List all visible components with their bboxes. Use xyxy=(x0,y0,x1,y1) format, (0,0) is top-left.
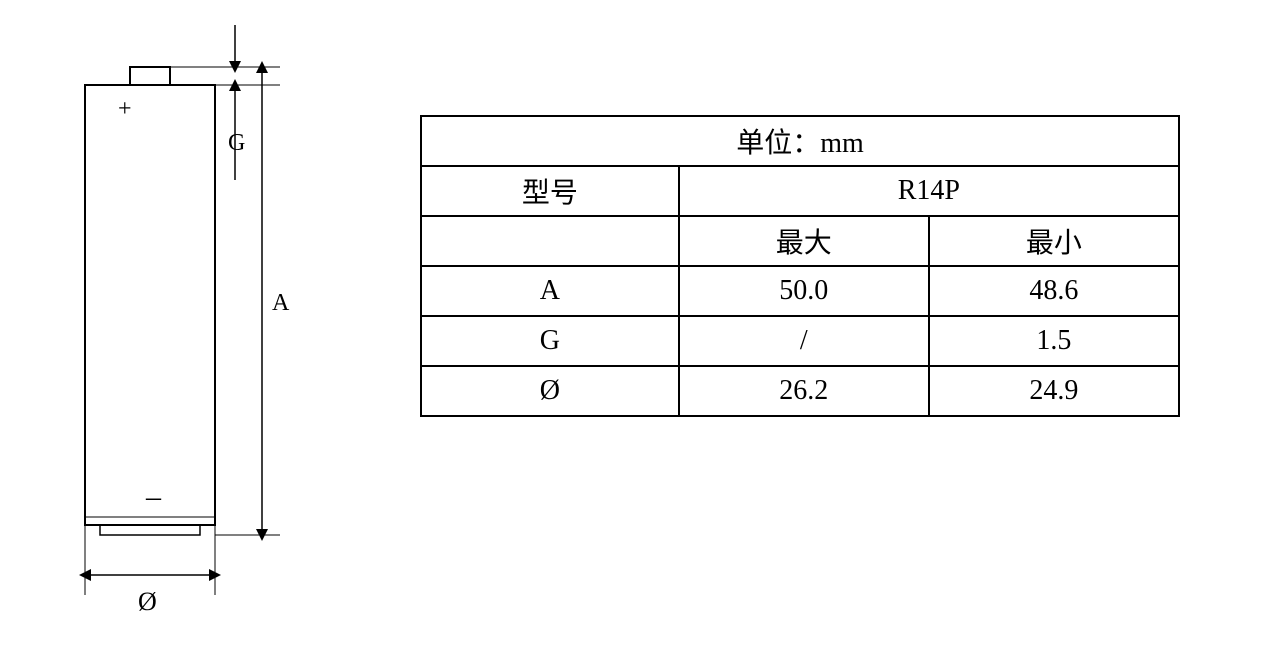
dim-diameter: Ø xyxy=(85,575,215,616)
diameter-label: Ø xyxy=(138,587,157,616)
max-cell: 26.2 xyxy=(679,366,929,416)
spec-table: 单位：mm 型号 R14P 最大 最小 A 50.0 48.6 G / 1.5 … xyxy=(420,115,1180,417)
battery-body xyxy=(85,85,215,525)
min-cell: 48.6 xyxy=(929,266,1179,316)
model-header: 型号 xyxy=(421,166,679,216)
min-cell: 1.5 xyxy=(929,316,1179,366)
battery-diagram: + – G A Ø xyxy=(30,10,350,630)
param-cell: A xyxy=(421,266,679,316)
a-label: A xyxy=(272,290,290,316)
table-row: Ø 26.2 24.9 xyxy=(421,366,1179,416)
param-cell: G xyxy=(421,316,679,366)
plus-label: + xyxy=(118,96,132,122)
dim-g: G xyxy=(228,25,245,180)
param-cell: Ø xyxy=(421,366,679,416)
max-header: 最大 xyxy=(679,216,929,266)
table-row: A 50.0 48.6 xyxy=(421,266,1179,316)
table-row: G / 1.5 xyxy=(421,316,1179,366)
unit-cell: 单位：mm xyxy=(421,116,1179,166)
battery-cap xyxy=(130,67,170,85)
minus-label: – xyxy=(145,480,162,513)
max-cell: 50.0 xyxy=(679,266,929,316)
min-header: 最小 xyxy=(929,216,1179,266)
max-cell: / xyxy=(679,316,929,366)
min-cell: 24.9 xyxy=(929,366,1179,416)
dim-a: A xyxy=(262,67,290,535)
blank-header xyxy=(421,216,679,266)
model-value: R14P xyxy=(679,166,1179,216)
battery-bottom-contact xyxy=(100,525,200,535)
g-label: G xyxy=(228,130,245,156)
spec-table-container: 单位：mm 型号 R14P 最大 最小 A 50.0 48.6 G / 1.5 … xyxy=(420,115,1180,417)
